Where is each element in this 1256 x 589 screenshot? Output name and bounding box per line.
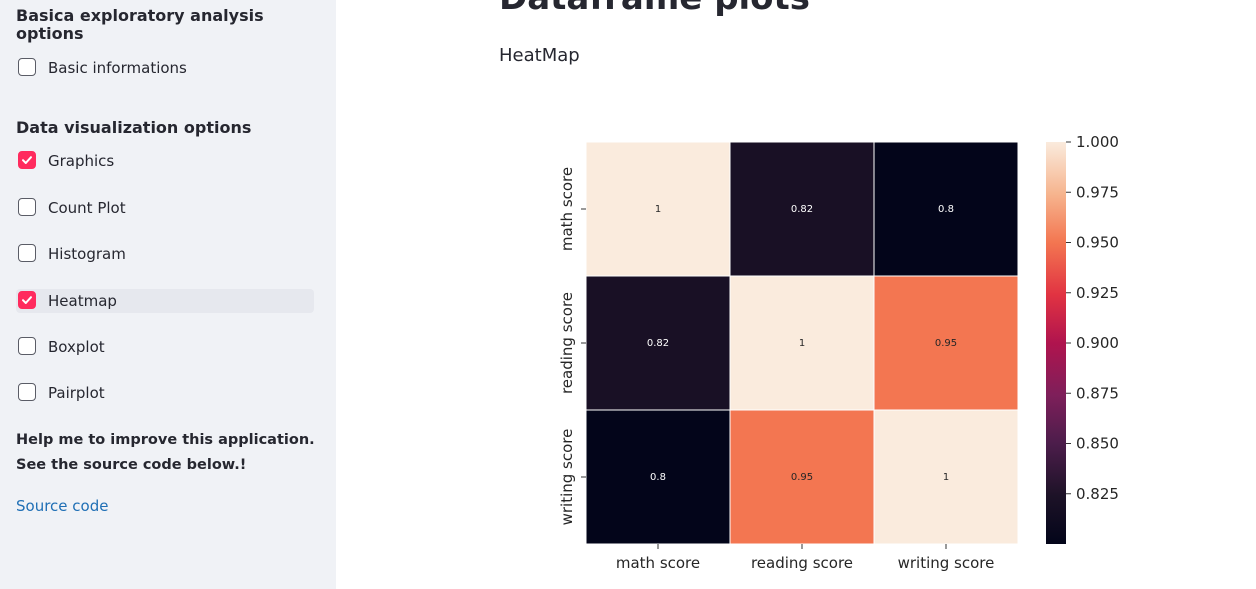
colorbar	[1046, 142, 1066, 544]
help-text-line2: See the source code below.!	[16, 457, 247, 473]
section-subtitle: HeatMap	[499, 45, 580, 66]
heatmap-cell	[585, 141, 731, 277]
source-code-link[interactable]: Source code	[16, 497, 109, 515]
colorbar-tick-label: 0.900	[1076, 334, 1119, 352]
checkbox-icon[interactable]	[18, 58, 36, 76]
colorbar-tick-label: 0.925	[1076, 284, 1119, 302]
checkbox-basic-informations[interactable]: Basic informations	[16, 56, 314, 80]
colorbar-tick-label: 0.825	[1076, 485, 1119, 503]
checkbox-histogram[interactable]: Histogram	[16, 242, 314, 266]
colorbar-tick-label: 0.850	[1076, 435, 1119, 453]
colorbar-tick-label: 0.975	[1076, 183, 1119, 201]
y-tick-label: reading score	[558, 292, 576, 394]
cell-label: 0.95	[935, 338, 957, 349]
checkbox-checked-icon[interactable]	[18, 291, 36, 309]
section2-title: Data visualization options	[16, 118, 252, 137]
section1-title: Basica exploratory analysis options	[16, 6, 264, 43]
checkbox-checked-icon[interactable]	[18, 151, 36, 169]
checkbox-graphics[interactable]: Graphics	[16, 149, 314, 173]
cell-label: 0.95	[791, 472, 813, 483]
checkbox-pairplot[interactable]: Pairplot	[16, 381, 314, 405]
heatmap-cell	[729, 409, 875, 545]
colorbar-tick-label: 0.950	[1076, 234, 1119, 252]
checkbox-heatmap[interactable]: Heatmap	[16, 289, 314, 313]
heatmap-cell	[729, 275, 875, 411]
cell-label: 0.8	[938, 204, 954, 215]
cell-label: 0.82	[647, 338, 669, 349]
checkbox-icon[interactable]	[18, 198, 36, 216]
help-text-line1: Help me to improve this application.	[16, 432, 315, 448]
x-tick-label: math score	[616, 554, 700, 572]
page-title: Dataframe plots	[499, 0, 810, 18]
x-tick-label: reading score	[751, 554, 853, 572]
checkbox-icon[interactable]	[18, 244, 36, 262]
heatmap-cell	[585, 275, 731, 411]
checkbox-icon[interactable]	[18, 337, 36, 355]
checkbox-count-plot[interactable]: Count Plot	[16, 196, 314, 220]
sidebar: Basica exploratory analysis options Basi…	[0, 0, 336, 589]
y-tick-label: math score	[558, 167, 576, 251]
cell-label: 0.8	[650, 472, 666, 483]
checkbox-boxplot[interactable]: Boxplot	[16, 335, 314, 359]
cell-label: 1	[943, 472, 949, 483]
checkbox-icon[interactable]	[18, 383, 36, 401]
y-tick-label: writing score	[558, 429, 576, 526]
colorbar-tick-label: 0.875	[1076, 384, 1119, 402]
heatmap-cell	[873, 275, 1019, 411]
cell-label: 0.82	[791, 204, 813, 215]
cell-label: 1	[799, 338, 805, 349]
x-tick-label: writing score	[898, 554, 995, 572]
colorbar-tick-label: 1.000	[1076, 133, 1119, 151]
cell-label: 1	[655, 204, 661, 215]
heatmap-cell	[729, 141, 875, 277]
heatmap-cell	[873, 141, 1019, 277]
heatmap-chart: 1 0.82 0.8 0.82 1 0.95 0.8 0.95 1 math score read…	[558, 133, 1119, 572]
